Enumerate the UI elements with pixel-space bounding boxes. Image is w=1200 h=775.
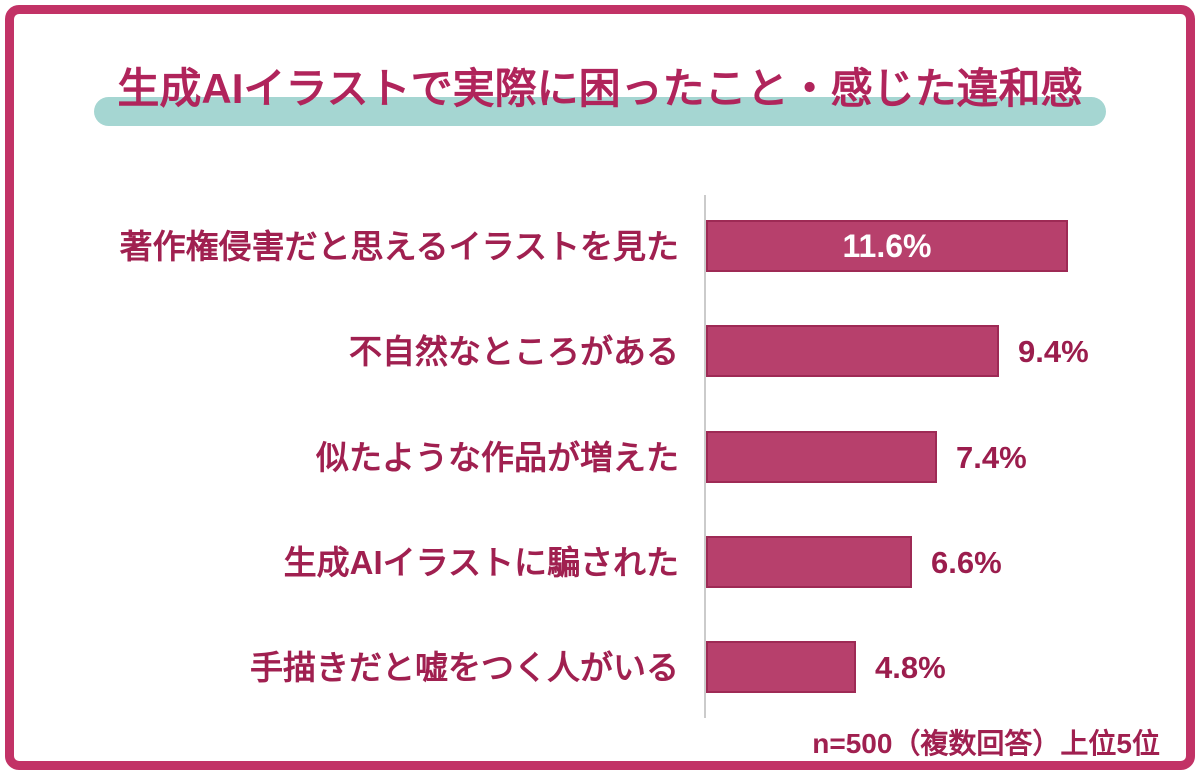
bar-row: 著作権侵害だと思えるイラストを見た 11.6% 11.6%	[0, 220, 1200, 272]
category-label: 生成AIイラストに騙された	[283, 543, 679, 581]
chart-header: 生成AIイラストで実際に困ったこと・感じた違和感	[0, 0, 1200, 150]
bar: 6.6%	[706, 536, 912, 588]
bar: 9.4%	[706, 325, 999, 377]
bar-wrap: 9.4% 9.4%	[706, 325, 1089, 377]
bar-wrap: 11.6% 11.6%	[706, 220, 1068, 272]
bar: 4.8%	[706, 641, 856, 693]
value-label: 7.4%	[956, 439, 1027, 475]
title-highlight-pill	[94, 97, 1106, 126]
bar-row: 生成AIイラストに騙された 6.6% 6.6%	[0, 536, 1200, 588]
bar-wrap: 7.4% 7.4%	[706, 431, 1027, 483]
bar: 11.6%	[706, 220, 1068, 272]
bar: 7.4%	[706, 431, 937, 483]
bar-row: 似たような作品が増えた 7.4% 7.4%	[0, 431, 1200, 483]
category-label: 著作権侵害だと思えるイラストを見た	[119, 227, 679, 265]
value-label: 11.6%	[842, 228, 932, 264]
sample-size-note: n=500（複数回答）上位5位	[812, 728, 1160, 759]
y-axis-line	[704, 195, 706, 718]
category-label: 不自然なところがある	[349, 332, 679, 370]
value-label: 9.4%	[1018, 333, 1089, 369]
value-label: 6.6%	[931, 544, 1002, 580]
bar-row: 手描きだと嘘をつく人がいる 4.8% 4.8%	[0, 641, 1200, 693]
chart-title: 生成AIイラストで実際に困ったこと・感じた違和感	[117, 65, 1083, 112]
bar-row: 不自然なところがある 9.4% 9.4%	[0, 325, 1200, 377]
bar-wrap: 6.6% 6.6%	[706, 536, 1002, 588]
category-label: 手描きだと嘘をつく人がいる	[250, 648, 679, 686]
value-label: 4.8%	[875, 649, 946, 685]
category-label: 似たような作品が増えた	[316, 438, 679, 476]
card-frame	[5, 5, 1195, 770]
bar-wrap: 4.8% 4.8%	[706, 641, 946, 693]
